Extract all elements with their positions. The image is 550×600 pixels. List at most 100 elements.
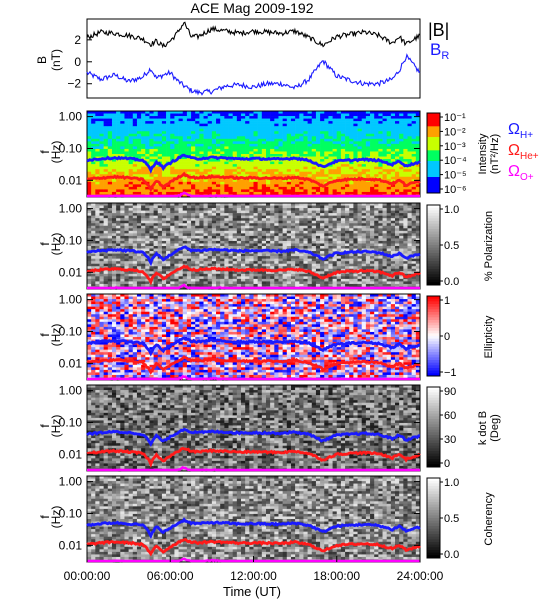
spectrogram-cell <box>186 276 192 280</box>
spectrogram-cell <box>207 179 213 183</box>
spectrogram-cell <box>261 148 267 152</box>
spectrogram-cell <box>161 143 167 147</box>
spectrogram-cell <box>170 118 175 122</box>
spectrogram-cell <box>199 133 204 137</box>
spectrogram-cell <box>282 146 288 150</box>
spectrogram-cell <box>145 240 150 244</box>
spectrogram-cell <box>224 205 229 209</box>
spectrogram-cell <box>116 218 121 222</box>
spectrogram-cell <box>220 210 225 214</box>
spectrogram-cell <box>224 189 229 193</box>
spectrogram-cell <box>124 133 129 137</box>
spectrogram-cell <box>386 116 392 119</box>
spectrogram-cell <box>345 126 350 130</box>
spectrogram-cell <box>216 171 221 175</box>
spectrogram-cell <box>345 213 350 216</box>
spectrogram-cell <box>378 169 383 173</box>
spectrogram-cell <box>278 146 283 150</box>
spectrogram-cell <box>141 146 146 150</box>
spectrogram-cell <box>303 233 308 237</box>
spectrogram-cell <box>216 223 221 227</box>
spectrogram-cell <box>365 148 371 152</box>
spectrogram-cell <box>278 154 283 157</box>
spectrogram-cell <box>332 151 338 155</box>
spectrogram-cell <box>232 228 238 232</box>
spectrogram-cell <box>340 176 346 180</box>
spectrogram-cell <box>107 171 113 175</box>
spectrogram-cell <box>403 143 408 147</box>
spectrogram-cell <box>216 186 221 190</box>
spectrogram-cell <box>336 161 342 165</box>
spectrogram-cell <box>311 184 317 188</box>
spectrogram-cell <box>357 171 363 175</box>
spectrogram-cell <box>203 263 209 267</box>
spectrogram-cell <box>216 164 221 167</box>
spectrogram-cell <box>145 131 150 135</box>
spectrogram-cell <box>161 213 167 216</box>
spectrogram-cell <box>282 174 288 178</box>
spectrogram-cell <box>332 143 338 147</box>
spectrogram-cell <box>290 179 296 183</box>
spectrogram-cell <box>228 181 233 185</box>
spectrogram-cell <box>145 213 150 216</box>
spectrogram-cell <box>132 228 138 232</box>
spectrogram-cell <box>232 186 238 190</box>
spectrogram-cell <box>249 203 254 206</box>
spectrogram-cell <box>211 240 217 244</box>
spectrogram-cell <box>257 138 263 142</box>
spectrogram-cell <box>216 151 221 155</box>
spectrogram-cell <box>370 191 375 195</box>
spectrogram-cell <box>103 154 109 157</box>
spectrogram-cell <box>286 143 292 147</box>
spectrogram-cell <box>295 126 300 130</box>
spectrogram-cell <box>103 113 109 117</box>
spectrogram-cell <box>345 243 350 247</box>
spectrogram-cell <box>224 154 229 157</box>
spectrogram-cell <box>182 251 188 254</box>
spectrogram-cell <box>253 133 258 137</box>
spectrogram-cell <box>232 215 238 219</box>
spectrogram-cell <box>161 271 167 275</box>
spectrogram-cell <box>411 146 417 150</box>
spectrogram-cell <box>357 121 363 124</box>
top-y-tick-label: 2 <box>74 33 81 47</box>
spectrogram-cell <box>407 184 412 188</box>
spectrogram-cell <box>128 128 134 132</box>
spectrogram-cell <box>161 238 167 242</box>
spectrogram-cell <box>182 273 188 277</box>
spectrogram-cell <box>249 218 254 222</box>
spectrogram-cell <box>236 148 242 152</box>
spectrogram-cell <box>232 256 238 259</box>
spectrogram-cell <box>265 256 271 259</box>
spectrogram-cell <box>336 208 342 211</box>
spectrogram-cell <box>257 141 263 145</box>
spectrogram-cell <box>386 111 392 114</box>
spectrogram-cell <box>315 251 321 254</box>
spectrogram-cell <box>340 253 346 257</box>
spectrogram-cell <box>345 278 350 282</box>
spectrogram-cell <box>345 169 350 173</box>
spectrogram-cell <box>216 281 221 285</box>
spectrogram-cell <box>282 238 288 242</box>
spectrogram-cell <box>349 215 354 219</box>
spectrogram-cell <box>253 203 258 206</box>
spectrogram-cell <box>245 278 250 282</box>
spectrogram-cell <box>91 138 96 142</box>
spectrogram-cell <box>286 218 292 222</box>
spectrogram-cell <box>411 123 417 127</box>
spectrogram-cell <box>116 240 121 244</box>
spectrogram-cell <box>270 258 275 262</box>
spectrogram-cell <box>191 123 196 127</box>
spectrogram-cell <box>353 240 358 244</box>
spectrogram-cell <box>261 220 267 224</box>
spectrogram-cell <box>220 256 225 259</box>
spectrogram-cell <box>274 121 279 124</box>
spectrogram-cell <box>370 174 375 178</box>
spectrogram-cell <box>315 148 321 152</box>
spectrogram-cell <box>191 208 196 211</box>
spectrogram-cell <box>382 166 387 170</box>
spectrogram-cell <box>303 261 308 265</box>
spectrogram-cell <box>345 256 350 259</box>
colorbar-step <box>427 158 440 162</box>
spectrogram-cell <box>157 281 163 285</box>
